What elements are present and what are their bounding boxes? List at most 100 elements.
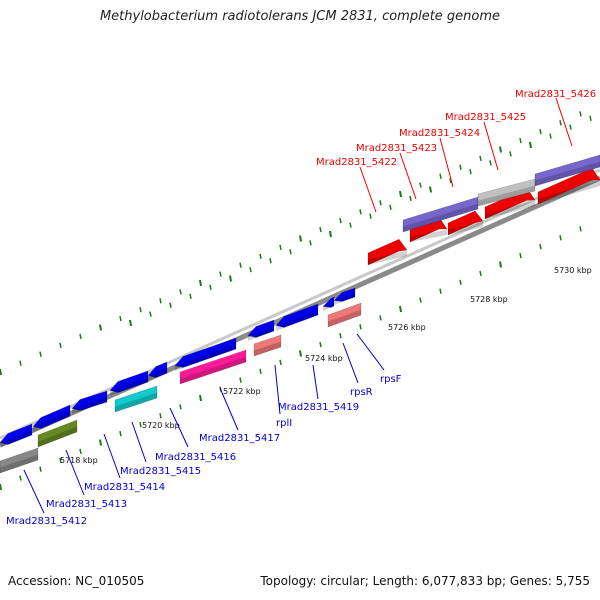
gene-feature-cyan[interactable] <box>114 385 158 413</box>
gene-feature-purple-shape[interactable] <box>534 154 600 187</box>
scale-tick <box>569 124 572 130</box>
gene-feature-red-shade <box>368 250 407 265</box>
gene-label-mrad2831-5424[interactable]: Mrad2831_5424 <box>399 128 480 139</box>
gene-feature-blue-shape[interactable] <box>71 390 108 411</box>
scale-tick <box>199 394 202 402</box>
leader-line <box>219 387 239 431</box>
gene-feature-gray[interactable] <box>477 178 536 207</box>
gene-label-rpsf[interactable]: rpsF <box>380 374 402 385</box>
gene-feature-blue-shape[interactable] <box>247 319 275 338</box>
gene-feature-pink-shape[interactable] <box>179 349 247 385</box>
gene-feature-olive-shape[interactable] <box>37 419 78 448</box>
scale-tick <box>379 200 382 206</box>
gene-feature-cyan-shape[interactable] <box>114 385 158 413</box>
gene-label-mrad2831-5413[interactable]: Mrad2831_5413 <box>46 499 127 510</box>
gene-feature-gray-shade <box>0 454 38 473</box>
gene-label-mrad2831-5419[interactable]: Mrad2831_5419 <box>278 402 359 413</box>
gene-label-mrad2831-5423[interactable]: Mrad2831_5423 <box>356 143 437 154</box>
scale-tick <box>319 226 322 233</box>
gene-feature-pink[interactable] <box>179 349 247 385</box>
scale-tick <box>379 315 382 321</box>
gene-feature-blue[interactable] <box>32 404 71 432</box>
scale-tick <box>299 350 302 357</box>
gene-feature-salmon-shape[interactable] <box>327 302 362 328</box>
gene-feature-blue-shade <box>33 411 70 432</box>
scale-label: 5720 kbp <box>142 421 180 430</box>
gene-label-mrad2831-5412[interactable]: Mrad2831_5412 <box>6 516 87 527</box>
gene-feature-blue[interactable] <box>174 337 237 371</box>
gene-label-mrad2831-5417[interactable]: Mrad2831_5417 <box>199 433 280 444</box>
scale-tick <box>479 155 482 162</box>
scale-tick <box>439 173 442 179</box>
gene-feature-blue-shape[interactable] <box>174 337 237 368</box>
gene-label-rpli[interactable]: rplI <box>276 418 292 429</box>
scale-tick <box>279 359 282 366</box>
leader-line <box>169 407 189 448</box>
gene-feature-blue-shape[interactable] <box>0 423 33 445</box>
gene-feature-purple[interactable] <box>402 196 479 233</box>
gene-feature-red[interactable] <box>367 238 408 266</box>
gene-label-rpsr[interactable]: rpsR <box>350 387 373 398</box>
scale-tick <box>389 204 392 210</box>
gene-label-mrad2831-5425[interactable]: Mrad2831_5425 <box>445 112 526 123</box>
scale-tick <box>209 284 212 291</box>
gene-label-mrad2831-5416[interactable]: Mrad2831_5416 <box>155 452 236 463</box>
gene-label-mrad2831-5422[interactable]: Mrad2831_5422 <box>316 157 397 168</box>
gene-feature-blue[interactable] <box>322 296 335 311</box>
gene-feature-blue-shape[interactable] <box>109 370 149 393</box>
gene-feature-blue-shade <box>148 368 167 381</box>
gene-feature-blue-shape[interactable] <box>32 404 71 429</box>
gene-feature-blue[interactable] <box>71 390 108 414</box>
scale-tick <box>129 319 132 327</box>
scale-tick <box>0 368 2 376</box>
gene-feature-blue-shade <box>110 377 148 396</box>
gene-feature-blue-shape[interactable] <box>322 296 335 308</box>
gene-feature-salmon[interactable] <box>327 302 362 328</box>
gene-feature-red-shape[interactable] <box>367 238 408 266</box>
gene-feature-red-shape[interactable] <box>447 210 484 236</box>
gene-feature-blue[interactable] <box>109 370 149 396</box>
scale-tick <box>39 351 42 357</box>
gene-feature-blue[interactable] <box>147 361 168 381</box>
scale-tick <box>259 253 262 259</box>
gene-feature-blue[interactable] <box>247 319 275 341</box>
gene-feature-gray-shape[interactable] <box>477 178 536 207</box>
gene-feature-salmon-shape[interactable] <box>253 334 282 357</box>
gene-feature-olive[interactable] <box>37 419 78 448</box>
leader-line <box>359 166 377 213</box>
gene-feature-blue[interactable] <box>0 423 33 448</box>
gene-feature-red[interactable] <box>447 210 484 236</box>
gene-label-mrad2831-5414[interactable]: Mrad2831_5414 <box>84 482 165 493</box>
scale-tick <box>469 169 472 175</box>
gene-feature-gray[interactable] <box>0 447 39 474</box>
gene-feature-blue[interactable] <box>275 303 319 331</box>
gene-label-mrad2831-5426[interactable]: Mrad2831_5426 <box>515 89 596 100</box>
gene-feature-blue[interactable] <box>333 287 356 305</box>
genome-stats-text: Topology: circular; Length: 6,077,833 bp… <box>260 574 590 588</box>
gene-feature-red-shape[interactable] <box>537 167 600 205</box>
scale-tick <box>239 262 242 268</box>
scale-tick <box>0 483 2 491</box>
gene-feature-blue-shape[interactable] <box>275 303 319 328</box>
gene-feature-salmon[interactable] <box>253 334 282 357</box>
gene-feature-purple-shape[interactable] <box>402 196 479 233</box>
gene-feature-blue-shape[interactable] <box>147 361 168 378</box>
gene-feature-salmon-shade <box>328 309 361 327</box>
scale-tick <box>499 146 502 153</box>
scale-tick <box>159 413 162 419</box>
tick-rows <box>0 111 592 491</box>
gene-feature-purple[interactable] <box>534 154 600 187</box>
scale-tick <box>369 213 372 219</box>
gene-feature-red[interactable] <box>537 167 600 205</box>
scale-tick <box>409 195 412 202</box>
gene-feature-blue-shape[interactable] <box>333 287 356 302</box>
gene-feature-blue-shade <box>72 397 107 414</box>
gene-features <box>0 154 600 474</box>
scale-tick <box>449 177 452 184</box>
gene-feature-blue-shade <box>276 310 318 331</box>
gene-label-mrad2831-5415[interactable]: Mrad2831_5415 <box>120 466 201 477</box>
scale-tick <box>419 297 422 303</box>
gene-feature-gray-shape[interactable] <box>0 447 39 474</box>
